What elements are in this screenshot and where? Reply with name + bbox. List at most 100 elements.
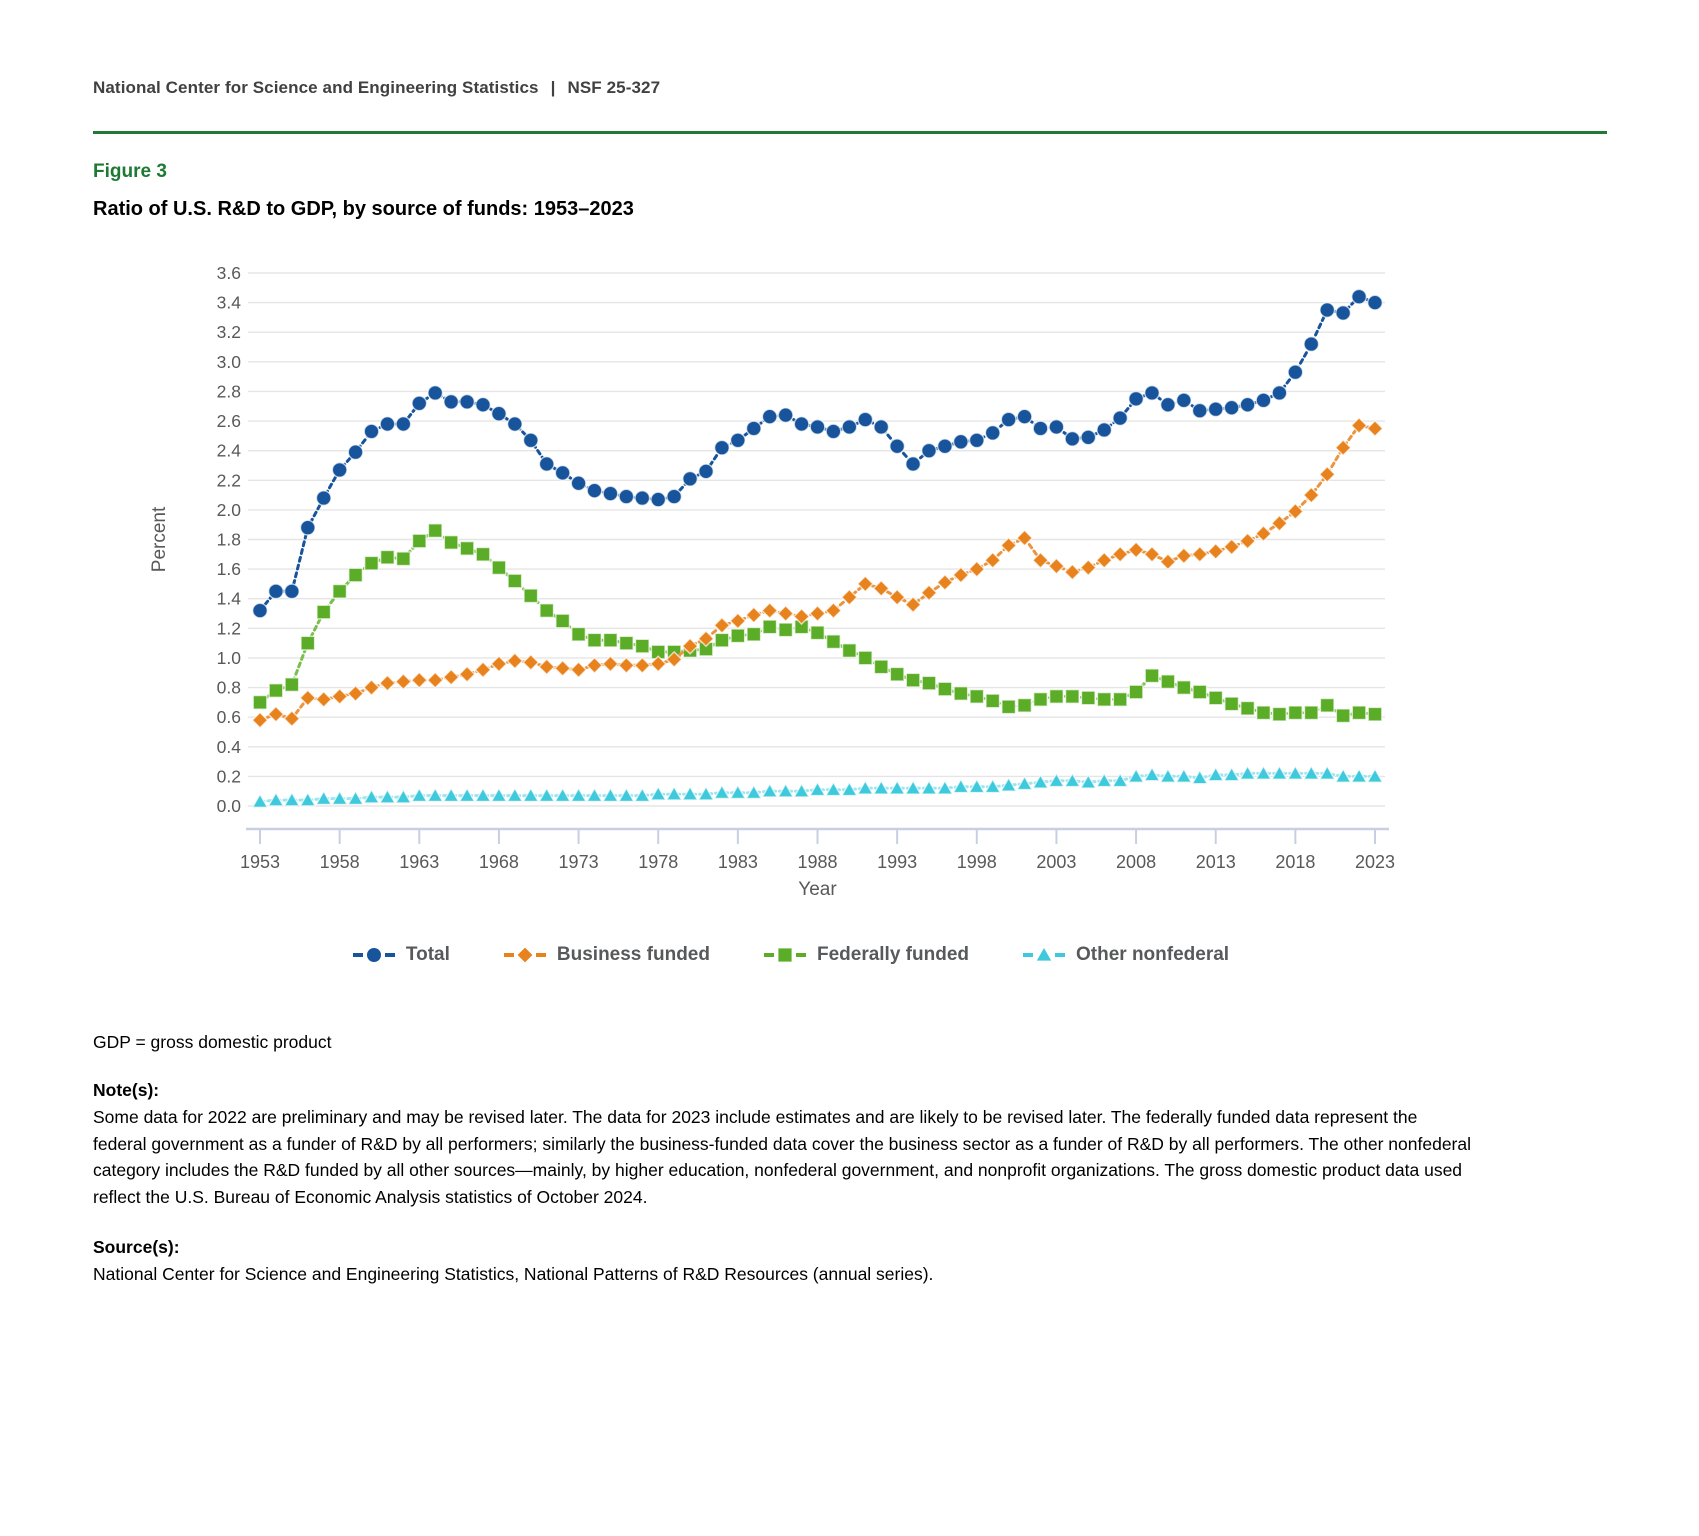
- diamond-marker: [1159, 553, 1177, 571]
- triangle-marker: [1254, 764, 1273, 780]
- diamond-marker: [522, 653, 540, 671]
- diamond-marker: [1047, 557, 1066, 575]
- triangle-marker: [426, 787, 444, 803]
- y-tick-label: 0.4: [217, 737, 242, 757]
- square-marker: [268, 683, 284, 699]
- legend-item-other-nonfederal: Other nonfederal: [1021, 944, 1229, 966]
- triangle-marker: [538, 787, 556, 803]
- square-legend-icon: [763, 948, 806, 962]
- triangle-marker: [952, 778, 970, 794]
- triangle-marker: [936, 779, 954, 795]
- diamond-marker: [410, 671, 428, 689]
- triangle-marker: [872, 779, 890, 795]
- legend-label: Total: [405, 944, 450, 965]
- square-marker: [587, 632, 603, 648]
- circle-marker: [650, 491, 667, 508]
- circle-marker: [1239, 396, 1256, 413]
- legend-label: Business funded: [556, 944, 710, 965]
- circle-marker: [713, 439, 730, 456]
- x-tick-label: 2008: [1116, 852, 1156, 872]
- square-marker: [555, 613, 571, 629]
- diamond-marker: [1063, 563, 1081, 581]
- square-marker: [1017, 697, 1033, 713]
- circle-marker: [1303, 336, 1320, 353]
- circle-marker: [299, 519, 316, 536]
- triangle-marker: [1111, 772, 1129, 788]
- diamond-legend-icon: [503, 947, 546, 963]
- x-tick-label: 1988: [797, 852, 837, 872]
- sources-label: Source(s):: [93, 1237, 180, 1258]
- triangle-marker: [681, 785, 699, 801]
- square-marker: [1255, 705, 1271, 721]
- y-tick-label: 0.0: [217, 796, 242, 816]
- x-tick-label: 1983: [718, 852, 758, 872]
- diamond-marker: [1079, 559, 1097, 577]
- circle-marker: [1143, 384, 1160, 401]
- square-marker: [810, 625, 826, 641]
- triangle-marker: [331, 789, 349, 806]
- diamond-marker: [872, 579, 890, 597]
- triangle-marker: [410, 787, 428, 803]
- diamond-marker: [569, 661, 588, 679]
- x-tick-label: 1998: [957, 852, 997, 872]
- triangle-marker: [1334, 767, 1352, 783]
- square-marker: [427, 523, 443, 539]
- triangle-marker: [490, 787, 508, 803]
- triangle-marker: [1143, 766, 1161, 782]
- circle-marker: [666, 488, 683, 505]
- triangle-marker: [585, 787, 604, 803]
- diamond-marker: [729, 612, 747, 630]
- square-marker: [634, 638, 650, 654]
- square-marker: [507, 573, 523, 589]
- triangle-marker: [1095, 772, 1113, 788]
- square-marker: [730, 628, 746, 644]
- triangle-marker: [1270, 764, 1289, 780]
- circle-marker: [1112, 410, 1129, 427]
- circle-marker: [984, 424, 1001, 441]
- triangle-marker: [649, 785, 667, 801]
- square-marker: [1048, 688, 1064, 704]
- header-separator: |: [550, 78, 556, 97]
- circle-marker: [602, 485, 619, 502]
- diamond-marker: [299, 689, 317, 707]
- triangle-marker: [1063, 772, 1081, 788]
- triangle-marker: [283, 791, 301, 807]
- square-marker: [523, 588, 539, 604]
- circle-marker: [283, 583, 300, 600]
- y-tick-label: 3.6: [217, 263, 241, 283]
- x-tick-label: 2003: [1036, 852, 1076, 872]
- triangle-marker: [633, 787, 651, 803]
- triangle-marker: [1366, 767, 1384, 783]
- circle-marker: [1048, 418, 1065, 435]
- y-tick-label: 1.4: [217, 589, 242, 609]
- triangle-marker: [888, 779, 906, 795]
- circle-marker: [841, 418, 858, 435]
- triangle-marker: [920, 779, 938, 795]
- circle-marker: [522, 432, 539, 449]
- diamond-marker: [346, 684, 365, 703]
- square-marker: [857, 650, 873, 666]
- y-tick-label: 1.0: [217, 648, 242, 668]
- triangle-marker: [1031, 773, 1050, 789]
- circle-marker: [905, 455, 922, 472]
- square-marker: [825, 634, 841, 650]
- square-marker: [1001, 699, 1017, 715]
- y-tick-label: 0.8: [217, 678, 241, 698]
- square-marker: [778, 622, 794, 638]
- diamond-marker: [777, 604, 795, 623]
- triangle-marker: [554, 787, 572, 803]
- diamond-marker: [1254, 524, 1273, 543]
- square-marker: [459, 540, 475, 556]
- diamond-marker: [745, 606, 763, 624]
- square-marker: [1080, 690, 1096, 706]
- triangle-marker: [346, 789, 365, 806]
- square-marker: [1367, 706, 1383, 722]
- square-marker: [1319, 697, 1335, 713]
- circle-marker: [857, 411, 874, 428]
- square-marker: [411, 533, 427, 549]
- diamond-marker: [1238, 532, 1257, 550]
- y-tick-label: 0.6: [217, 707, 241, 727]
- square-marker: [905, 672, 921, 688]
- x-axis-title: Year: [798, 879, 837, 900]
- diamond-marker: [426, 671, 444, 689]
